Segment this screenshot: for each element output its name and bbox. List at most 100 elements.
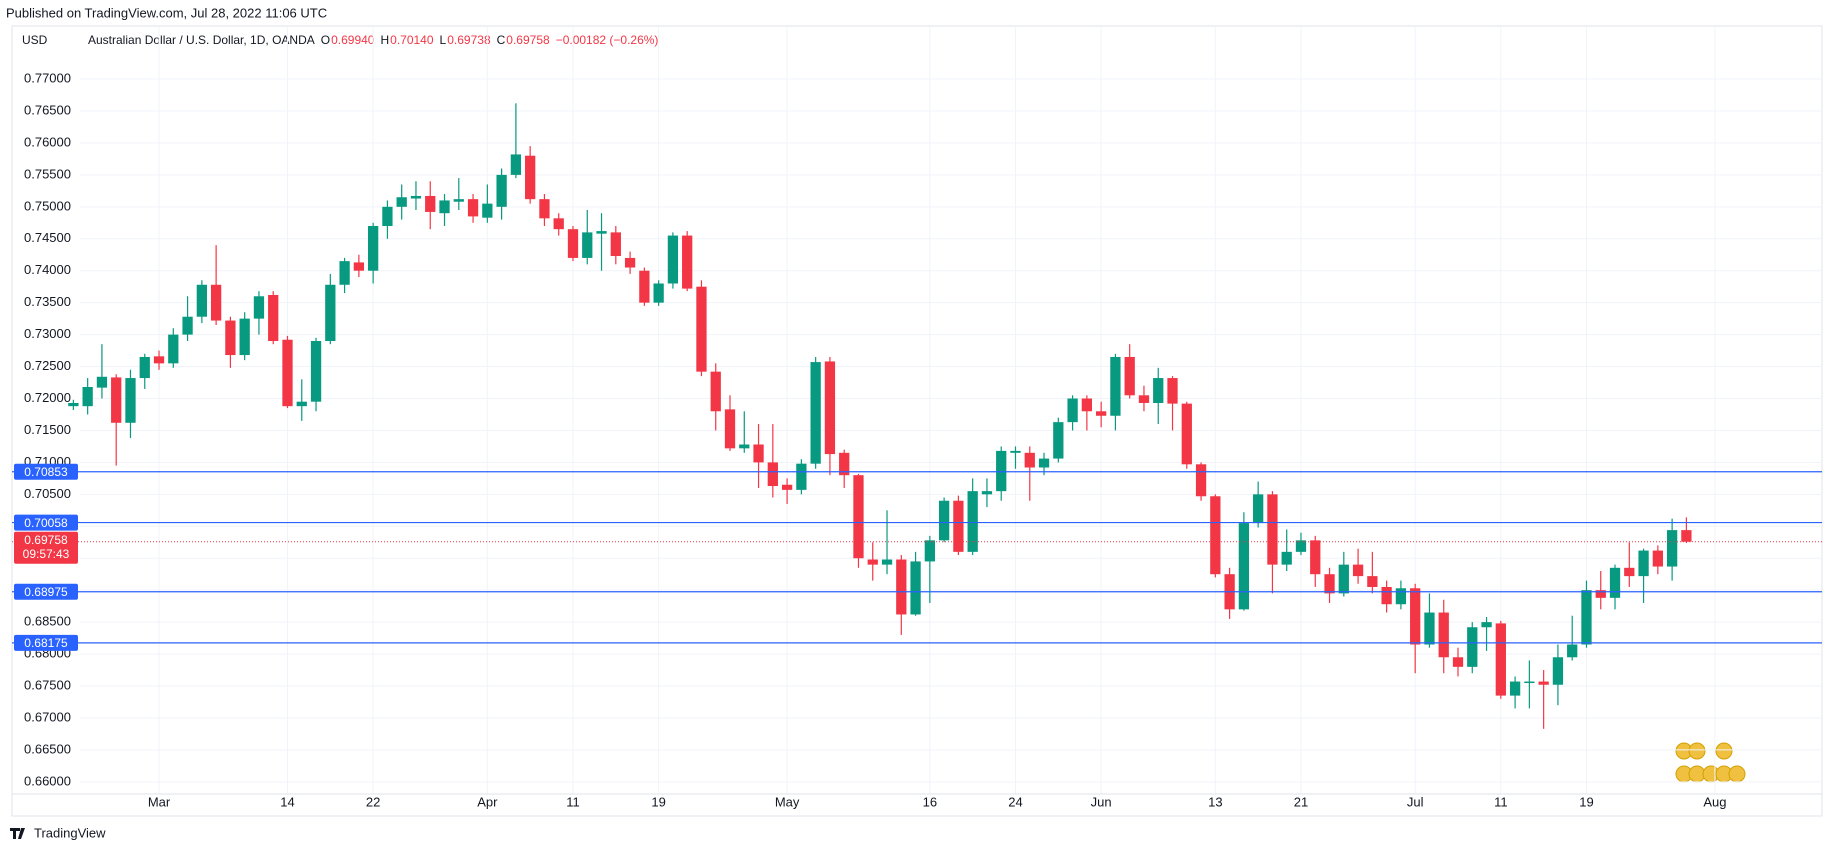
candle-body	[396, 197, 407, 207]
candle-body	[753, 444, 764, 463]
candle-body	[710, 371, 721, 412]
candle-body	[1438, 612, 1449, 658]
candle-body	[1652, 550, 1663, 567]
candle-body	[1124, 356, 1135, 396]
legend-value: 0.69940	[331, 33, 375, 47]
candle-body	[582, 232, 593, 258]
x-tick-label: 19	[1579, 794, 1593, 809]
y-tick-label: 0.75500	[24, 166, 71, 181]
candle-body	[1567, 644, 1578, 658]
candle-body	[1552, 657, 1564, 685]
legend-value: 0.69758	[506, 33, 550, 47]
candle-body	[1096, 411, 1107, 416]
candle-body	[68, 402, 79, 407]
candle-body	[1452, 657, 1464, 667]
candle-body	[1210, 496, 1221, 575]
candle-body	[210, 284, 222, 321]
candle-body	[553, 218, 564, 230]
y-tick-label: 0.72000	[24, 390, 71, 405]
line-label-box	[14, 634, 78, 651]
legend-key: C	[497, 33, 506, 47]
line-label-box	[14, 463, 78, 480]
candle-body	[739, 444, 750, 449]
y-tick-label: 0.76500	[24, 102, 71, 117]
x-tick-label: 11	[1494, 794, 1508, 809]
candle-body	[567, 229, 579, 258]
candle-body	[667, 235, 679, 284]
x-tick-label: 11	[566, 794, 580, 809]
candle-body	[325, 284, 336, 341]
candle-body	[610, 232, 621, 257]
y-tick-label: 0.66000	[24, 773, 71, 788]
candle-body	[1681, 530, 1692, 542]
candle-body	[1238, 523, 1250, 610]
x-tick-label: May	[775, 794, 800, 809]
candle-body	[1410, 588, 1421, 645]
brand-logo	[10, 828, 25, 839]
candle-body	[96, 376, 108, 388]
candle-body	[981, 491, 993, 495]
candle-body	[910, 561, 921, 615]
candle-body	[1053, 422, 1064, 459]
candle-body	[1638, 550, 1649, 577]
candle-body	[1595, 590, 1606, 598]
line-label: 0.68175	[24, 636, 68, 650]
candle-body	[996, 450, 1007, 492]
candle-body	[824, 361, 836, 455]
candle-body	[1138, 395, 1150, 403]
candle-body	[510, 154, 522, 175]
x-tick-label: Apr	[477, 794, 498, 809]
candle-body	[1424, 612, 1435, 645]
x-tick-label: 19	[651, 794, 665, 809]
line-label: 0.68975	[24, 585, 68, 599]
candle-body	[1181, 403, 1192, 465]
candle-body	[896, 559, 907, 615]
candle-body	[310, 340, 322, 402]
candle-body	[624, 257, 636, 268]
candle-body	[139, 356, 150, 379]
candle-body	[339, 261, 350, 285]
candle-body	[767, 462, 778, 487]
candle-body	[1495, 623, 1506, 696]
candle-body	[1081, 398, 1093, 412]
x-tick-label: 16	[923, 794, 937, 809]
candle-body	[1110, 356, 1121, 416]
x-tick-label: Jun	[1091, 794, 1112, 809]
candle-body	[1352, 564, 1364, 577]
candle-body	[496, 174, 507, 207]
candle-body	[1524, 681, 1535, 684]
symbol: Australian Dollar / U.S. Dollar, 1D, OAN…	[88, 33, 315, 47]
y-tick-label: 0.73000	[24, 326, 71, 341]
y-tick-label: 0.77000	[24, 70, 71, 85]
candle-body	[353, 262, 365, 271]
countdown: 09:57:43	[23, 547, 70, 561]
line-label-box	[14, 514, 78, 531]
candle-body	[724, 409, 736, 449]
candle-body	[1338, 564, 1349, 594]
candle-body	[467, 199, 479, 217]
candle-body	[253, 296, 265, 319]
legend-change: −0.00182 (−0.26%)	[556, 33, 659, 47]
legend-key: O	[321, 33, 330, 47]
candle-body	[410, 195, 422, 199]
candle-body	[1295, 540, 1307, 552]
candle-body	[682, 235, 693, 289]
candle-body	[453, 199, 464, 202]
candle-body	[82, 386, 93, 407]
candle-body	[596, 231, 607, 234]
candle-body	[1024, 452, 1035, 468]
candle-body	[1310, 540, 1321, 575]
last-price-label: 0.69758	[24, 533, 68, 547]
candle-body	[168, 334, 179, 364]
candle-body	[853, 475, 864, 559]
candle-body	[482, 203, 493, 218]
candle-body	[1509, 681, 1521, 696]
line-label: 0.70853	[24, 465, 68, 479]
candle-body	[1167, 378, 1178, 404]
candle-body	[225, 320, 236, 356]
candle-body	[153, 356, 165, 364]
candle-body	[439, 200, 450, 214]
y-tick-label: 0.74000	[24, 262, 71, 277]
candle-body	[1267, 494, 1278, 565]
candle-body	[282, 339, 293, 407]
